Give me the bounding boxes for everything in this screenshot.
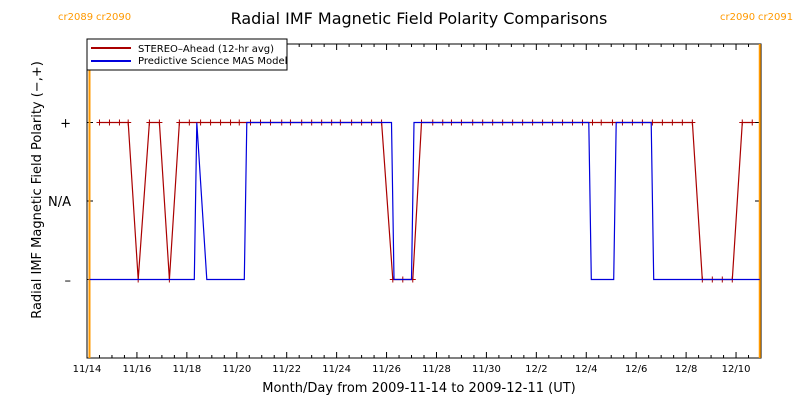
axes-layer: 11/14 11/16 11/18 11/20 11/22 11/24 11/26 11/28…	[48, 43, 762, 375]
x-axis-label: Month/Day from 2009-11-14 to 2009-12-11 …	[262, 381, 575, 396]
legend-label-stereo: STEREO–Ahead (12-hr avg)	[138, 44, 274, 55]
data-point-stereo-ahead	[659, 119, 666, 126]
x-tick-label: 12/10	[722, 364, 751, 375]
data-point-stereo-ahead	[609, 119, 616, 126]
data-point-stereo-ahead	[156, 119, 163, 126]
right-marker-label-a: cr2090	[720, 12, 755, 23]
y-axis-label: Radial IMF Magnetic Field Polarity (−,+)	[30, 61, 45, 319]
data-point-stereo-ahead	[689, 119, 696, 126]
plot-frame	[86, 43, 762, 359]
x-tick-label: 11/28	[422, 364, 451, 375]
x-tick-label: 12/2	[525, 364, 547, 375]
x-tick-label: 12/8	[675, 364, 697, 375]
x-tick-label: 12/4	[575, 364, 597, 375]
left-marker-label-a: cr2089	[58, 12, 93, 23]
x-tick-label: 11/20	[222, 364, 251, 375]
data-point-stereo-ahead	[589, 119, 596, 126]
data-point-stereo-ahead	[739, 119, 746, 126]
data-point-stereo-ahead	[217, 119, 224, 126]
series-line-stereo-ahead	[99, 121, 753, 281]
chart-title: Radial IMF Magnetic Field Polarity Compa…	[231, 9, 608, 28]
legend-label-mas: Predictive Science MAS Model	[138, 56, 287, 67]
data-point-stereo-ahead	[236, 119, 243, 126]
data-point-stereo-ahead	[146, 119, 153, 126]
data-point-stereo-ahead	[227, 119, 234, 126]
data-point-stereo-ahead	[197, 119, 204, 126]
data-point-stereo-ahead	[598, 119, 605, 126]
y-tick-label: +	[60, 117, 71, 132]
data-point-stereo-ahead	[176, 119, 183, 126]
x-tick-label: 11/24	[322, 364, 351, 375]
legend-box	[86, 38, 288, 71]
data-point-stereo-ahead	[106, 119, 113, 126]
data-point-stereo-ahead	[669, 119, 676, 126]
x-tick-label: 11/26	[372, 364, 401, 375]
series-line-mas-model	[89, 121, 760, 281]
data-point-stereo-ahead	[679, 119, 686, 126]
rotation-marker-layer	[88, 44, 761, 358]
data-point-stereo-ahead	[125, 119, 132, 126]
y-tick-label: N/A	[48, 195, 71, 210]
x-tick-label: 11/22	[272, 364, 301, 375]
data-point-stereo-ahead	[96, 119, 103, 126]
x-tick-label: 11/16	[123, 364, 152, 375]
right-marker-label-b: cr2091	[758, 12, 793, 23]
legend: STEREO–Ahead (12-hr avg) Predictive Scie…	[86, 38, 288, 71]
left-marker-label-b: cr2090	[96, 12, 131, 23]
data-point-stereo-ahead	[116, 119, 123, 126]
x-tick-label: 12/6	[625, 364, 647, 375]
series-layer	[89, 119, 760, 283]
x-tick-label: 11/30	[472, 364, 501, 375]
x-tick-label: 11/18	[172, 364, 201, 375]
data-point-stereo-ahead	[207, 119, 214, 126]
data-point-stereo-ahead	[186, 119, 193, 126]
y-tick-label: –	[65, 274, 72, 289]
x-tick-label: 11/14	[73, 364, 102, 375]
data-point-stereo-ahead	[749, 119, 756, 126]
